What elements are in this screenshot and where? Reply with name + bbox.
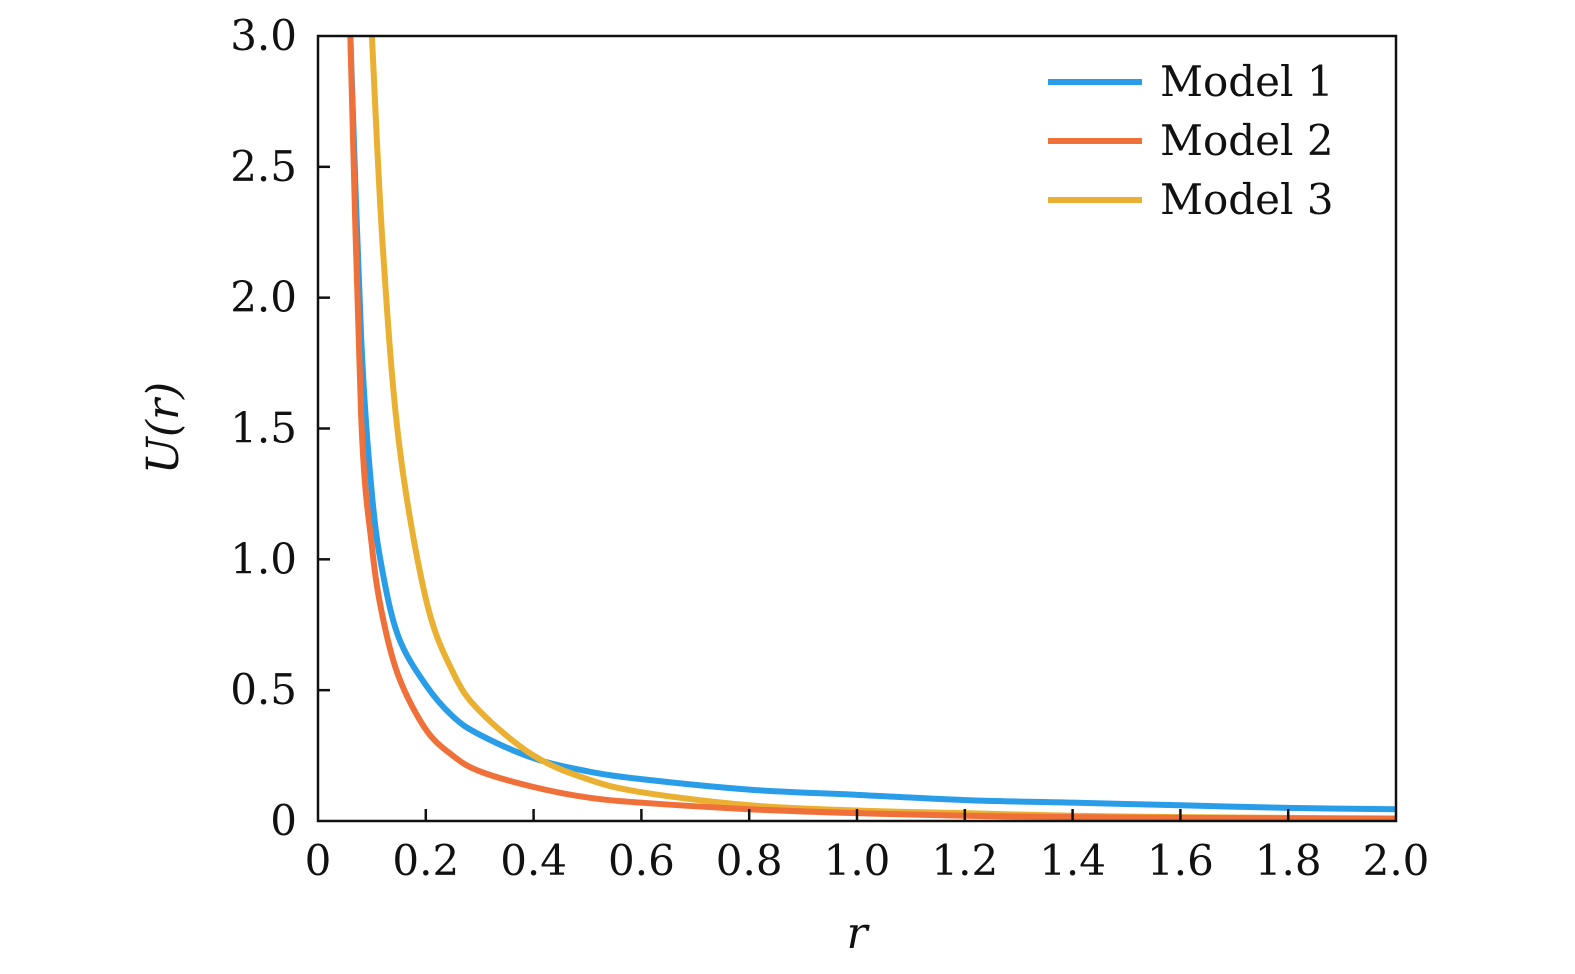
y-tick-label: 3.0 xyxy=(230,11,297,60)
y-axis: 0 0.5 1.0 1.5 2.0 2.5 3.0 xyxy=(230,11,330,845)
x-tick-label: 1.2 xyxy=(931,836,998,885)
legend-label-3: Model 3 xyxy=(1160,175,1334,224)
x-tick-label: 1.0 xyxy=(824,836,891,885)
x-tick-label: 0.6 xyxy=(608,836,675,885)
x-tick-label: 1.6 xyxy=(1147,836,1214,885)
x-tick-label: 0.2 xyxy=(392,836,459,885)
y-tick-label: 2.0 xyxy=(230,273,297,322)
y-tick-label: 0 xyxy=(270,796,297,845)
series-layer xyxy=(347,36,1396,821)
y-tick-label: 1.0 xyxy=(230,534,297,583)
x-tick-label: 0.8 xyxy=(716,836,783,885)
x-axis: 0 0.2 0.4 0.6 0.8 1.0 1.2 1.4 1.6 1.8 2.0 xyxy=(305,809,1430,885)
legend-label-2: Model 2 xyxy=(1160,116,1334,165)
legend: Model 1 Model 2 Model 3 xyxy=(1048,57,1334,224)
x-tick-label: 0.4 xyxy=(500,836,567,885)
x-tick-label: 0 xyxy=(305,836,332,885)
x-tick-label: 1.4 xyxy=(1039,836,1106,885)
legend-label-1: Model 1 xyxy=(1160,57,1334,106)
y-tick-label: 2.5 xyxy=(230,142,297,191)
series-line-2 xyxy=(347,36,1396,821)
x-tick-label: 2.0 xyxy=(1363,836,1430,885)
y-axis-label: U(r) xyxy=(138,382,189,474)
x-tick-label: 1.8 xyxy=(1255,836,1322,885)
x-axis-label: r xyxy=(846,908,870,959)
y-tick-label: 0.5 xyxy=(230,665,297,714)
y-tick-label: 1.5 xyxy=(230,404,297,453)
